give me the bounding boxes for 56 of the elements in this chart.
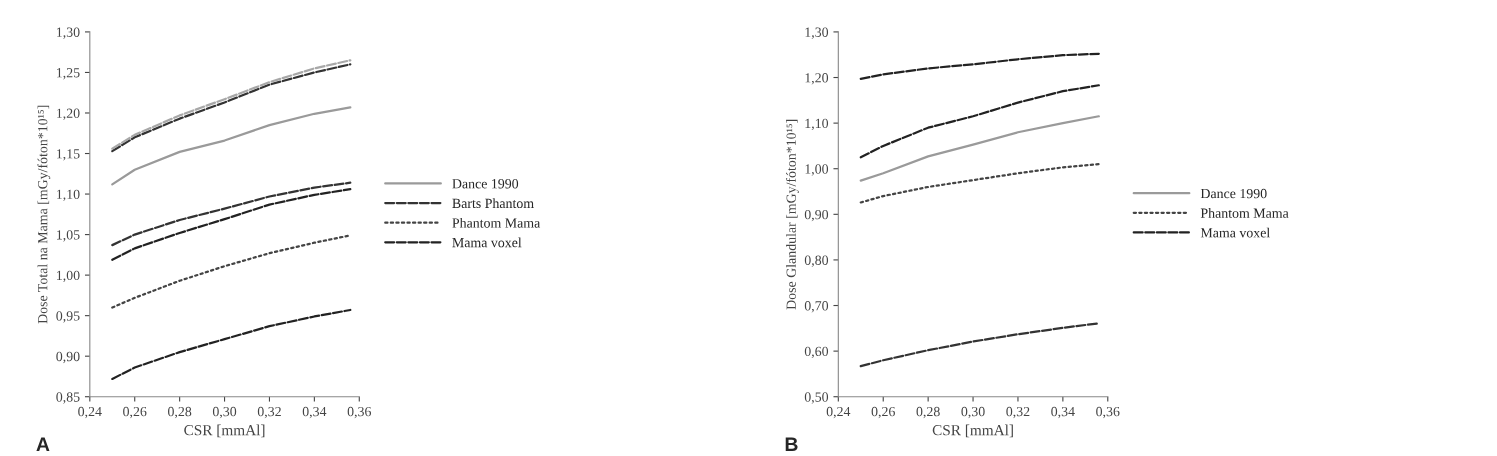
y-tick-label: 1,10 <box>805 118 829 131</box>
legend-label: Mama voxel <box>452 237 522 248</box>
y-tick-label: 1,05 <box>57 230 80 242</box>
y-tick-label: 1,30 <box>57 27 80 39</box>
y-tick-label: 1,20 <box>805 73 829 85</box>
line-series <box>859 322 1100 368</box>
y-tick-label: 1,20 <box>57 108 80 120</box>
y-tick-label: 1,30 <box>805 27 829 39</box>
y-tick-label: 0,95 <box>56 311 80 323</box>
x-tick-label: 0,34 <box>1051 406 1075 419</box>
x-tick-label: 0,24 <box>78 406 102 419</box>
line-series <box>859 84 1100 159</box>
y-tick-label: 0,60 <box>804 346 829 359</box>
legend-label: Phantom Mama <box>1200 208 1289 218</box>
legend-label: Dance 1990 <box>452 179 519 189</box>
text: A <box>36 437 50 451</box>
x-tick-label: 0,30 <box>961 406 985 419</box>
line-series <box>111 188 352 261</box>
line-series <box>859 115 1100 182</box>
legend-label: Dance 1990 <box>1200 188 1267 199</box>
line-series <box>859 52 1100 80</box>
y-tick-label: 1,25 <box>57 68 80 80</box>
y-tick-label: 1,10 <box>57 189 80 202</box>
x-tick-label: 0,30 <box>212 406 237 419</box>
text: B <box>785 437 798 451</box>
y-tick-label: 0,80 <box>804 255 829 267</box>
x-tick-label: 0,36 <box>347 406 372 419</box>
y-tick-label: 0,70 <box>804 301 829 313</box>
y-tick-label: 0,50 <box>804 392 829 404</box>
line-series <box>859 163 1100 204</box>
y-tick-label: 1,00 <box>805 164 829 176</box>
x-tick-label: 0,26 <box>123 406 147 419</box>
y-tick-label: 1,15 <box>57 149 80 161</box>
legend-label: Phantom Mama <box>452 217 541 228</box>
y-axis-title: Dose Glandular [mGy/fóton*10¹⁵] <box>785 119 799 310</box>
line-series <box>111 308 352 380</box>
x-tick-label: 0,32 <box>1006 406 1030 419</box>
x-tick-label: 0,26 <box>871 406 895 419</box>
legend-label: Mama voxel <box>1200 227 1270 238</box>
x-tick-label: 0,28 <box>168 406 192 419</box>
line-series <box>111 234 352 309</box>
y-tick-label: 0,90 <box>56 351 80 364</box>
y-tick-label: 0,90 <box>804 209 829 222</box>
line-series <box>111 106 352 186</box>
x-axis-title: CSR [mmAl] <box>184 424 265 438</box>
y-tick-label: 1,00 <box>57 270 80 283</box>
x-tick-label: 0,28 <box>916 406 940 419</box>
x-tick-label: 0,36 <box>1096 406 1120 419</box>
x-tick-label: 0,32 <box>257 406 281 419</box>
x-tick-label: 0,24 <box>826 406 851 419</box>
y-axis-title: Dose Total na Mama [mGy/fóton*10¹⁵] <box>37 105 51 324</box>
x-tick-label: 0,34 <box>302 406 327 419</box>
line-series <box>111 181 352 247</box>
legend-label: Barts Phantom <box>452 198 534 209</box>
y-tick-label: 0,85 <box>56 392 80 404</box>
x-axis-title: CSR [mmAl] <box>932 424 1013 438</box>
